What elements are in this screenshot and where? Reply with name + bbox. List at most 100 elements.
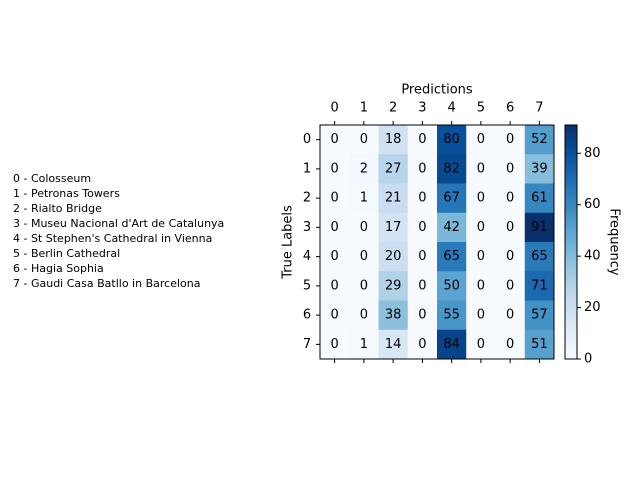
heatmap-cell [378, 242, 409, 272]
cell-value-label: 27 [385, 161, 402, 176]
cell-value-label: 0 [418, 278, 426, 293]
heatmap-cell [437, 125, 467, 155]
heatmap-cell [524, 329, 555, 360]
cell-value-label: 84 [443, 337, 460, 352]
class-legend-item: 6 - Hagia Sophia [13, 262, 104, 275]
colorbar-tick-label: 20 [584, 300, 601, 315]
cell-value-label: 52 [531, 132, 548, 147]
heatmap-cell [407, 242, 438, 272]
cell-value-label: 0 [506, 249, 514, 264]
heatmap-cell [495, 300, 526, 331]
heatmap-cell [407, 125, 438, 155]
heatmap-cell [437, 154, 467, 184]
x-tick-label: 1 [360, 101, 368, 116]
cell-value-label: 0 [360, 220, 368, 235]
cell-value-label: 0 [418, 308, 426, 323]
colorbar-tick-label: 80 [584, 146, 601, 161]
heatmap-cell [437, 183, 467, 214]
class-legend-item: 2 - Rialto Bridge [13, 202, 102, 215]
x-tick-label: 3 [418, 101, 426, 116]
cell-value-label: 0 [360, 249, 368, 264]
heatmap-cell [466, 154, 496, 184]
y-axis-label: True Labels [281, 205, 296, 280]
cell-value-label: 0 [330, 220, 338, 235]
cell-value-label: 0 [477, 278, 485, 293]
heatmap-cell [349, 212, 379, 243]
heatmap-cell [407, 271, 438, 301]
class-legend-item: 0 - Colosseum [13, 172, 92, 185]
heatmap-cell [466, 183, 496, 214]
cell-value-label: 0 [330, 161, 338, 176]
heatmap-cell [524, 242, 555, 272]
heatmap-cell [524, 271, 555, 301]
heatmap-cell [495, 125, 526, 155]
cell-value-label: 65 [531, 249, 548, 264]
heatmap-cell [437, 329, 467, 360]
heatmap-cell [495, 154, 526, 184]
cell-value-label: 0 [418, 161, 426, 176]
cell-value-label: 39 [531, 161, 548, 176]
cell-value-label: 0 [330, 249, 338, 264]
cell-value-label: 0 [506, 220, 514, 235]
heatmap-cell [495, 242, 526, 272]
cell-value-label: 0 [360, 132, 368, 147]
cell-value-label: 0 [330, 132, 338, 147]
colorbar-tick-label: 40 [584, 249, 601, 264]
cell-value-label: 29 [385, 278, 402, 293]
x-tick-label: 6 [506, 101, 514, 116]
cell-value-label: 0 [477, 191, 485, 206]
colorbar-tick-label: 0 [584, 352, 592, 367]
heatmap-cell [495, 212, 526, 243]
x-tick-label: 4 [447, 101, 455, 116]
class-legend-item: 5 - Berlin Cathedral [13, 247, 121, 260]
heatmap-cell [524, 154, 555, 184]
heatmap-cell [320, 242, 350, 272]
cell-value-label: 0 [506, 337, 514, 352]
cell-value-label: 0 [477, 220, 485, 235]
cell-value-label: 0 [330, 337, 338, 352]
heatmap-cell [466, 329, 496, 360]
heatmap-cell [407, 300, 438, 331]
heatmap-cell [466, 212, 496, 243]
y-tick-label: 5 [303, 278, 311, 293]
heatmap-cell [466, 271, 496, 301]
cell-value-label: 0 [418, 220, 426, 235]
cell-value-label: 65 [443, 249, 460, 264]
heatmap-cell [320, 125, 350, 155]
cell-value-label: 0 [330, 191, 338, 206]
class-legend-item: 7 - Gaudi Casa Batllo in Barcelona [13, 277, 201, 290]
heatmap-cell [524, 300, 555, 331]
heatmap-cell [320, 271, 350, 301]
heatmap-cell [495, 271, 526, 301]
heatmap-cell [320, 154, 350, 184]
y-tick-label: 7 [303, 337, 311, 352]
heatmap-cell [407, 183, 438, 214]
heatmap-cell [437, 271, 467, 301]
class-legend-item: 4 - St Stephen's Cathedral in Vienna [13, 232, 213, 245]
heatmap-cell [495, 183, 526, 214]
cell-value-label: 50 [443, 278, 460, 293]
cell-value-label: 57 [531, 308, 548, 323]
x-tick-label: 2 [389, 101, 397, 116]
heatmap-cell [320, 212, 350, 243]
heatmap-cell [466, 125, 496, 155]
heatmap-cell [349, 183, 379, 214]
cell-value-label: 71 [531, 278, 548, 293]
heatmap-cell [349, 329, 379, 360]
cell-value-label: 91 [531, 220, 548, 235]
x-tick-label: 5 [477, 101, 485, 116]
heatmap-cell [407, 329, 438, 360]
cell-value-label: 18 [385, 132, 402, 147]
cell-value-label: 0 [330, 278, 338, 293]
cell-value-label: 0 [418, 132, 426, 147]
heatmap-cell [378, 300, 409, 331]
y-tick-label: 2 [303, 191, 311, 206]
class-legend: 0 - Colosseum 1 - Petronas Towers 2 - Ri… [13, 171, 224, 291]
heatmap-cell [524, 125, 555, 155]
heatmap-cell [378, 212, 409, 243]
heatmap-cell [378, 125, 409, 155]
heatmap-cell [437, 212, 467, 243]
cell-value-label: 20 [385, 249, 402, 264]
cell-value-label: 0 [506, 161, 514, 176]
